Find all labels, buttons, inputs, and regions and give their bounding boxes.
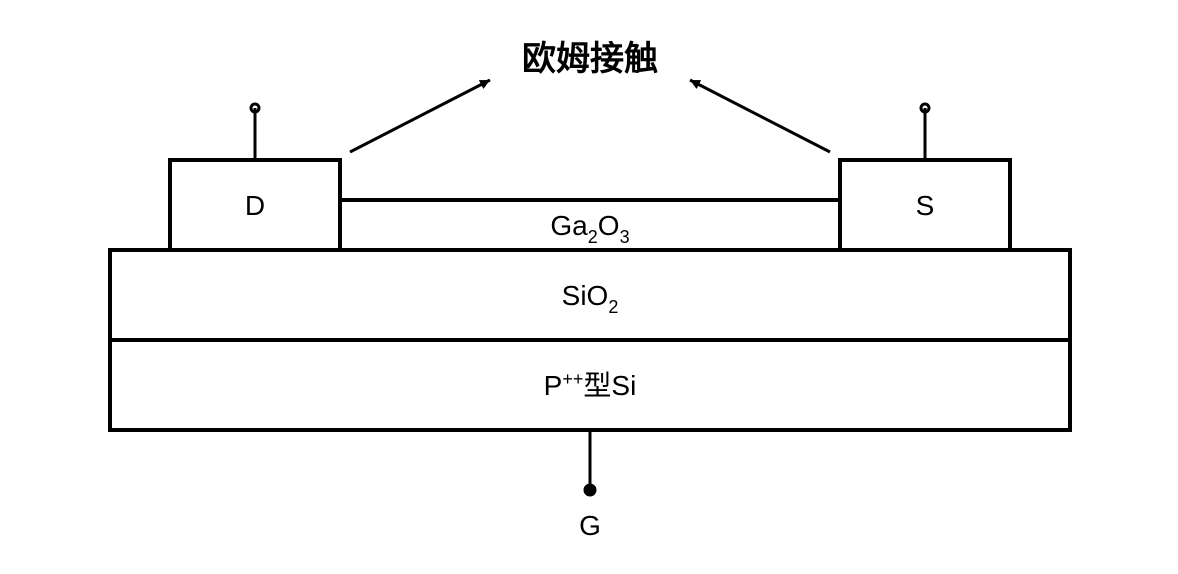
gate-terminal — [585, 485, 595, 495]
source-label: S — [916, 190, 935, 221]
substrate-label: P++型Si — [544, 369, 637, 401]
oxide-label: SiO2 — [562, 280, 619, 317]
ohmic-arrow-left — [350, 80, 490, 152]
drain-label: D — [245, 190, 265, 221]
ohmic-contact-label: 欧姆接触 — [522, 40, 658, 78]
gate-label: G — [579, 510, 601, 541]
channel-label: Ga2O3 — [550, 210, 629, 247]
ohmic-arrow-right — [690, 80, 830, 152]
